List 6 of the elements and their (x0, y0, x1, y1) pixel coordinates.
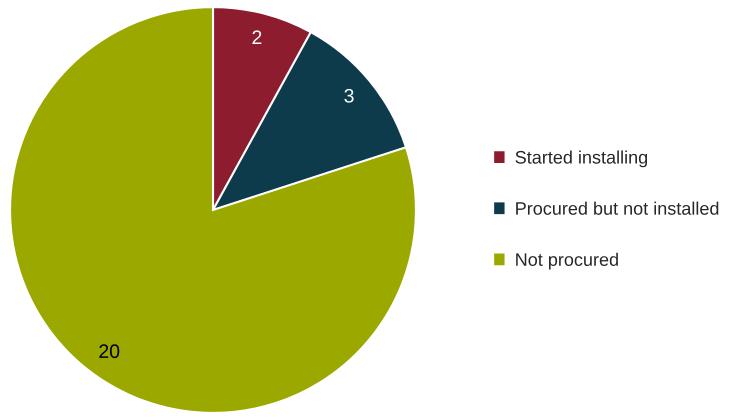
data-label: 2 (252, 30, 262, 44)
data-label: 3 (344, 88, 354, 103)
data-label: 20 (99, 344, 120, 358)
legend-label: Procured but not installed (516, 202, 718, 215)
legend-label: Not procured (516, 252, 618, 270)
legend-label: Started installing (516, 150, 648, 168)
